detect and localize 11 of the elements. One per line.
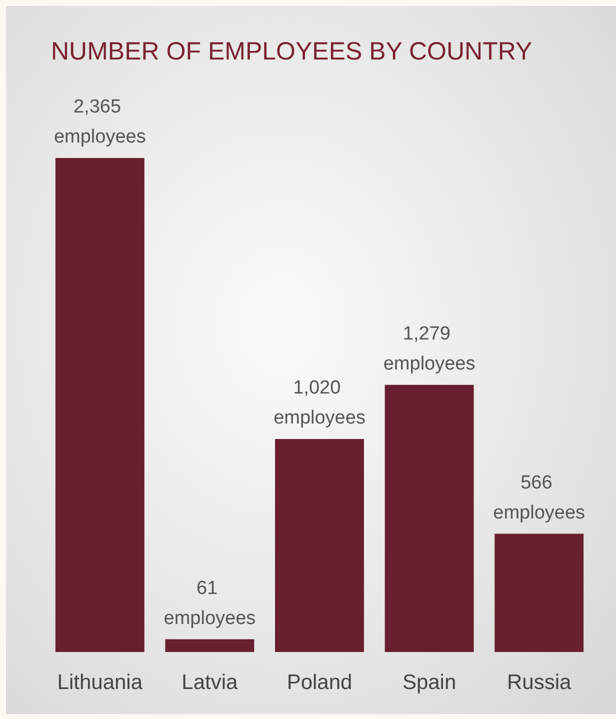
data-label: 1,279 employees xyxy=(383,323,476,374)
x-tick-label: Poland xyxy=(286,671,352,694)
x-tick-label: Latvia xyxy=(182,671,238,694)
data-label: 61 employees xyxy=(164,578,256,629)
x-tick-label: Spain xyxy=(402,671,456,694)
data-label: 1,020 employees xyxy=(274,377,366,428)
x-tick-label: Russia xyxy=(507,671,572,694)
chart-title: NUMBER OF EMPLOYEES BY COUNTRY xyxy=(51,38,532,66)
x-tick-label: Lithuania xyxy=(57,671,143,694)
data-label: 566 employees xyxy=(493,472,586,524)
data-label: 2,365 employees xyxy=(54,96,146,148)
